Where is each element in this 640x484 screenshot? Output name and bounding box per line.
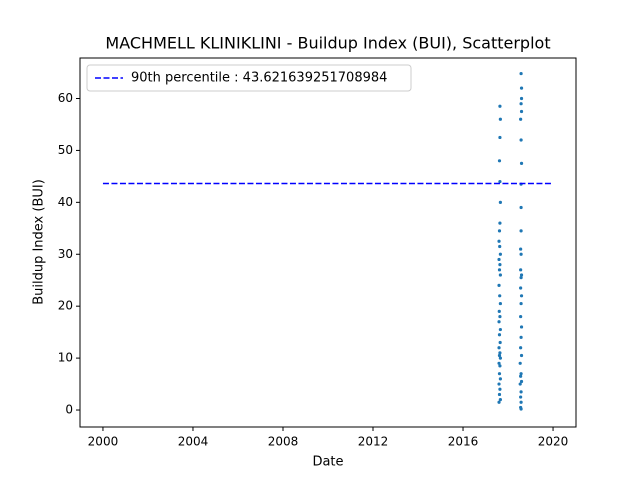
point: [519, 109, 524, 114]
point: [497, 239, 501, 243]
legend-box: [86, 64, 412, 92]
y-tick-label: 50: [58, 143, 73, 157]
point: [497, 400, 501, 404]
point: [498, 179, 502, 184]
point: [497, 392, 502, 397]
point: [498, 294, 502, 298]
point: [519, 346, 523, 350]
y-tick-label: 0: [65, 403, 73, 417]
point: [497, 309, 501, 313]
point: [497, 320, 501, 324]
point: [519, 71, 523, 76]
chart-title: MACHMELL KLINIKLINI - Buildup Index (BUI…: [105, 34, 550, 53]
y-tick-label: 60: [58, 91, 73, 105]
point: [498, 117, 502, 121]
point: [497, 257, 501, 262]
point: [498, 273, 502, 277]
point: [497, 333, 502, 337]
point: [498, 387, 502, 391]
point: [519, 379, 524, 384]
point: [498, 263, 502, 267]
point: [519, 268, 523, 272]
point: [519, 286, 523, 290]
y-axis-label: Buildup Index (BUI): [32, 179, 47, 305]
point: [498, 244, 502, 249]
point: [498, 327, 502, 332]
point: [497, 229, 502, 233]
point: [498, 135, 502, 140]
point: [519, 390, 523, 394]
x-tick-label: 2004: [178, 435, 209, 449]
point: [519, 372, 523, 376]
point: [519, 335, 523, 339]
point: [519, 96, 524, 101]
y-tick-label: 40: [58, 195, 73, 209]
point: [519, 400, 523, 404]
y-tick-label: 30: [58, 247, 73, 261]
point: [519, 301, 523, 306]
point: [519, 273, 524, 277]
point: [498, 314, 502, 319]
point: [519, 86, 524, 90]
point: [498, 221, 502, 225]
point: [518, 361, 522, 365]
x-tick-label: 2000: [88, 435, 119, 449]
point: [498, 340, 502, 345]
point: [498, 252, 502, 256]
x-tick-label: 2020: [538, 435, 569, 449]
point: [519, 138, 523, 142]
point: [519, 314, 523, 319]
point: [498, 398, 502, 402]
y-tick-label: 20: [58, 299, 73, 313]
point: [498, 301, 502, 306]
point: [497, 159, 502, 163]
point: [519, 252, 523, 256]
point: [497, 372, 502, 376]
point: [519, 205, 523, 210]
point: [519, 276, 523, 280]
x-tick-label: 2016: [448, 435, 479, 449]
legend-label: 90th percentile : 43.621639251708984: [131, 71, 387, 86]
point: [498, 364, 502, 368]
point: [519, 407, 523, 411]
x-tick-label: 2012: [358, 435, 389, 449]
point: [497, 268, 502, 272]
point: [498, 377, 502, 381]
point: [519, 325, 524, 329]
point: [518, 382, 522, 386]
point: [519, 161, 524, 165]
point: [519, 374, 523, 378]
point: [497, 353, 502, 358]
point: [498, 200, 502, 204]
point: [519, 247, 523, 251]
point: [498, 104, 502, 108]
y-tick-label: 10: [58, 351, 73, 365]
point: [519, 229, 523, 233]
point: [519, 117, 523, 121]
point: [497, 361, 501, 365]
point: [498, 351, 502, 355]
x-tick-label: 2008: [268, 435, 299, 449]
point: [498, 356, 502, 360]
point: [497, 283, 501, 288]
plot-frame: [79, 57, 577, 428]
point: [519, 294, 524, 298]
point: [519, 353, 524, 358]
point: [497, 382, 501, 386]
point: [519, 102, 523, 106]
x-axis-label: Date: [312, 455, 343, 470]
point: [519, 395, 523, 399]
point: [497, 346, 501, 350]
